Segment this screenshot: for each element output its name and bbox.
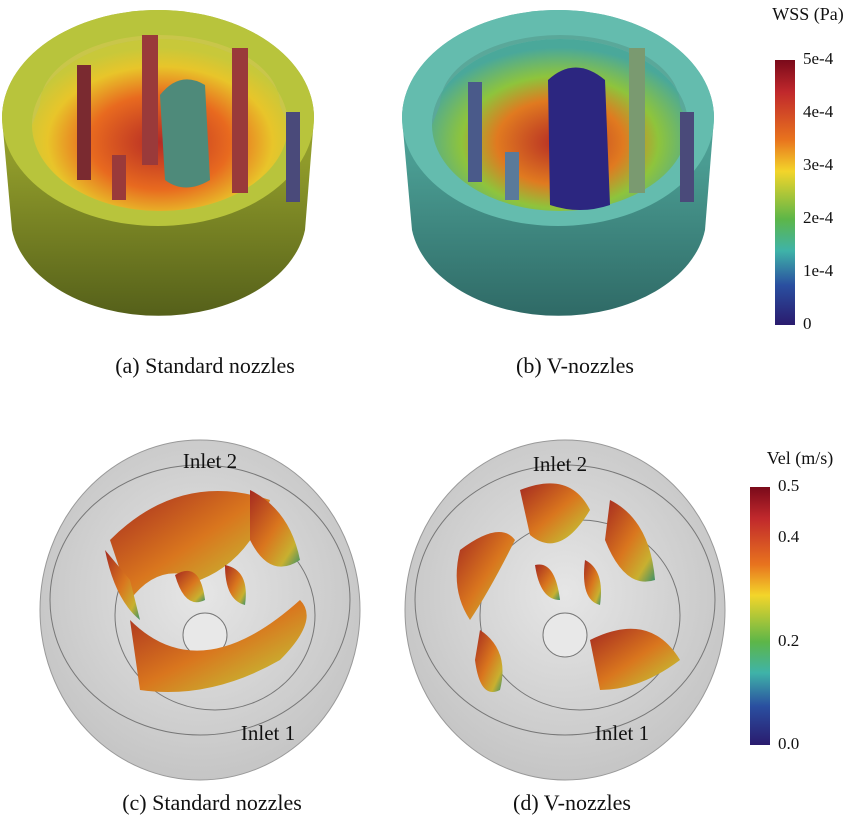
render-d xyxy=(405,440,725,780)
tick-label: 0.5 xyxy=(778,476,799,495)
tick-label: 1e-4 xyxy=(803,261,834,280)
colorbar-ramp xyxy=(775,60,795,325)
figure: (a) Standard nozzles (b) V-nozzles (c) S… xyxy=(0,0,858,820)
tick-label: 2e-4 xyxy=(803,208,834,227)
tick-label: 5e-4 xyxy=(803,49,834,68)
inlet-label: Inlet 2 xyxy=(533,452,587,476)
caption: (a) Standard nozzles xyxy=(115,353,295,378)
colorbar-title: WSS (Pa) xyxy=(772,4,844,25)
tick-label: 4e-4 xyxy=(803,102,834,121)
render-a xyxy=(2,10,314,316)
inlet-label: Inlet 1 xyxy=(595,721,649,745)
inlet-label: Inlet 1 xyxy=(241,721,295,745)
inlet-label: Inlet 2 xyxy=(183,449,237,473)
caption: (d) V-nozzles xyxy=(513,790,631,815)
colorbar-title: Vel (m/s) xyxy=(767,448,834,469)
caption: (b) V-nozzles xyxy=(516,353,634,378)
tick-label: 0.0 xyxy=(778,734,799,753)
render-b xyxy=(402,10,714,316)
tick-label: 0.2 xyxy=(778,631,799,650)
render-c xyxy=(40,440,360,780)
colorbar: WSS (Pa) 5e-4 4e-4 3e-4 2e-4 1e-4 0 xyxy=(772,4,844,333)
tick-label: 0 xyxy=(803,314,812,333)
caption: (c) Standard nozzles xyxy=(122,790,302,815)
colorbar-ramp xyxy=(750,487,770,745)
tick-label: 0.4 xyxy=(778,527,800,546)
colorbar: Vel (m/s) 0.5 0.4 0.2 0.0 xyxy=(750,448,833,753)
tick-label: 3e-4 xyxy=(803,155,834,174)
